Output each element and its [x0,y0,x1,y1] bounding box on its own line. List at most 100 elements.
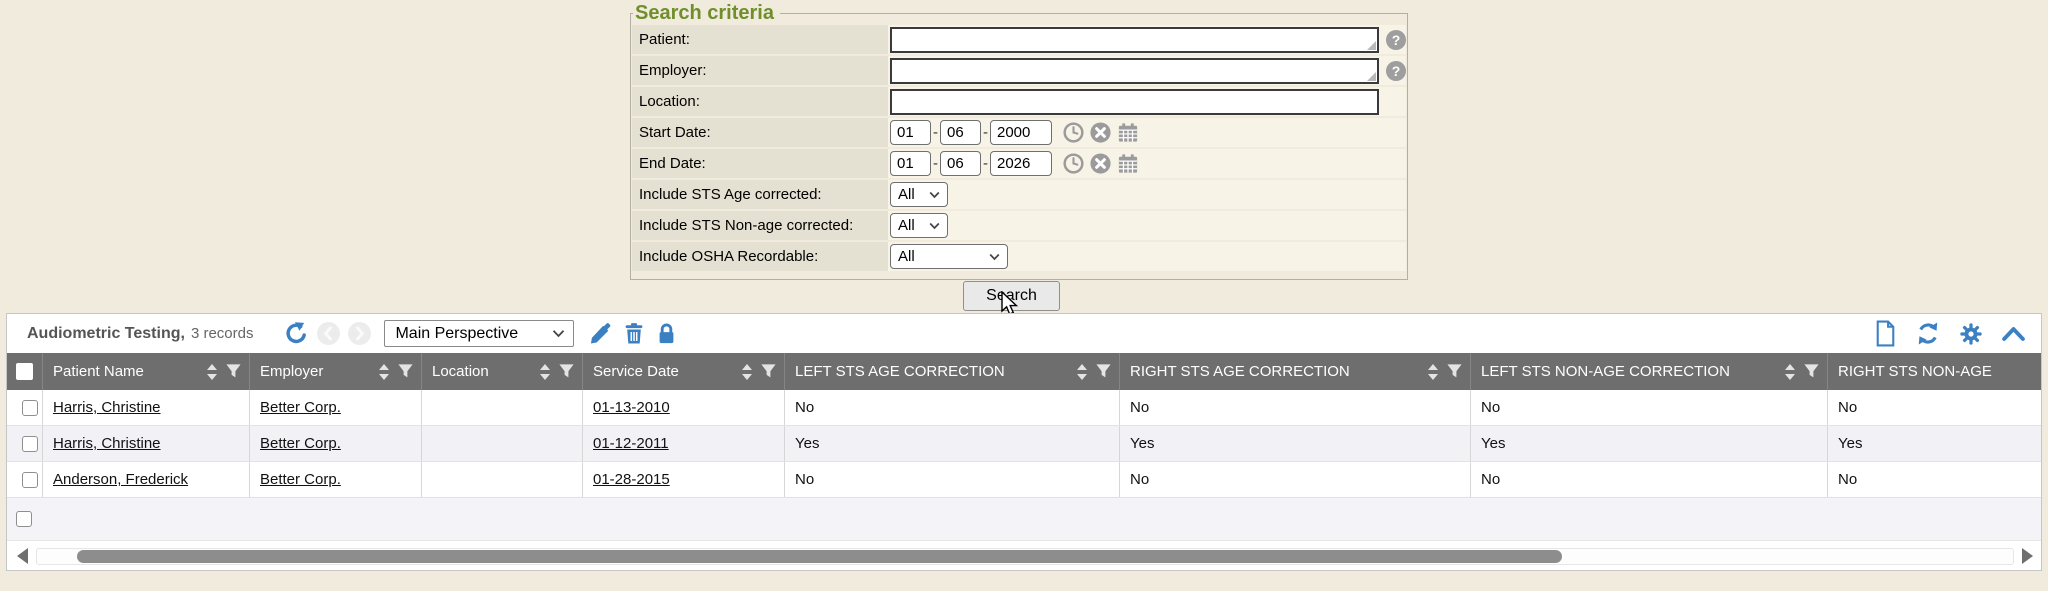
settings-gear-icon[interactable] [1958,321,1984,347]
lock-icon[interactable] [655,321,678,346]
patient-help-icon[interactable]: ? [1386,29,1406,50]
column-header-right-sts-age[interactable]: RIGHT STS AGE CORRECTION [1119,353,1470,390]
sort-icon[interactable] [1425,363,1441,381]
collapse-chevron-up-icon[interactable] [2000,323,2027,345]
search-criteria-legend: Search criteria [635,2,774,24]
patient-label: Patient: [632,25,888,54]
patient-link[interactable]: Anderson, Frederick [53,471,189,488]
chevron-down-icon [552,329,565,338]
end-month-input[interactable] [890,151,931,176]
filter-icon[interactable] [1803,363,1820,380]
start-year-input[interactable] [990,120,1052,145]
table-row: Anderson, Frederick Better Corp. 01-28-2… [7,462,2041,498]
filter-icon[interactable] [1095,363,1112,380]
row-checkbox[interactable] [21,435,38,452]
column-header-employer[interactable]: Employer [249,353,421,390]
service-date-link[interactable]: 01-28-2015 [593,471,670,488]
employer-link[interactable]: Better Corp. [260,435,341,452]
search-criteria-section: Search criteria Patient: ? Employer: ? [630,2,1408,315]
footer-checkbox[interactable] [16,511,32,527]
location-input[interactable] [890,88,1379,115]
horizontal-scrollbar [7,541,2041,571]
location-label: Location: [632,87,888,116]
sts-age-select[interactable]: All [890,182,948,207]
perspective-select-value: Main Perspective [395,324,519,342]
sort-icon[interactable] [739,363,755,381]
column-header-left-sts-nonage[interactable]: LEFT STS NON-AGE CORRECTION [1470,353,1827,390]
sort-icon[interactable] [1074,363,1090,381]
scroll-right-arrow[interactable] [2022,548,2033,564]
employer-help-icon[interactable]: ? [1386,60,1406,81]
form-row-end-date: End Date: - - [632,149,1406,178]
employer-input[interactable] [890,57,1379,84]
sts-nonage-select[interactable]: All [890,213,948,238]
edit-pencil-icon[interactable] [588,321,613,346]
column-header-service-date[interactable]: Service Date [582,353,784,390]
service-date-link[interactable]: 01-12-2011 [593,435,669,452]
right-sts-nonage-cell: No [1838,471,1858,488]
sort-icon[interactable] [204,363,220,381]
filter-icon[interactable] [397,363,414,380]
patient-input[interactable] [890,26,1379,53]
right-sts-age-cell: No [1130,399,1150,416]
date-separator: - [983,124,988,141]
start-date-calendar-icon[interactable] [1116,121,1140,144]
patient-link[interactable]: Harris, Christine [53,399,161,416]
start-date-clock-icon[interactable] [1062,121,1085,144]
employer-link[interactable]: Better Corp. [260,471,341,488]
end-date-calendar-icon[interactable] [1116,152,1140,175]
start-month-input[interactable] [890,120,931,145]
new-document-icon[interactable] [1873,320,1898,347]
column-header-patient-name[interactable]: Patient Name [42,353,249,390]
sts-age-select-value: All [898,186,915,203]
chevron-down-icon [919,222,940,230]
sts-nonage-label: Include STS Non-age corrected: [632,211,888,240]
autocomplete-corner-icon [1367,40,1376,50]
end-year-input[interactable] [990,151,1052,176]
select-all-checkbox[interactable] [16,363,33,380]
left-sts-age-cell: No [795,471,815,488]
service-date-link[interactable]: 01-13-2010 [593,399,670,416]
undo-icon[interactable] [283,320,310,347]
form-row-start-date: Start Date: - - [632,118,1406,147]
scrollbar-track[interactable] [36,547,2014,565]
column-header-location[interactable]: Location [421,353,582,390]
left-sts-nonage-cell: No [1481,399,1501,416]
row-checkbox[interactable] [21,399,38,416]
filter-icon[interactable] [1446,363,1463,380]
row-checkbox[interactable] [21,471,38,488]
end-date-clock-icon[interactable] [1062,152,1085,175]
patient-link[interactable]: Harris, Christine [53,435,161,452]
sort-icon[interactable] [537,363,553,381]
perspective-select[interactable]: Main Perspective [384,320,575,347]
sort-icon[interactable] [376,363,392,381]
end-date-clear-icon[interactable] [1089,152,1112,175]
osha-select[interactable]: All [890,244,1008,269]
filter-icon[interactable] [558,363,575,380]
next-icon[interactable] [347,321,372,346]
left-sts-age-cell: Yes [795,435,820,452]
left-sts-nonage-cell: Yes [1481,435,1506,452]
table-row: Harris, Christine Better Corp. 01-13-201… [7,390,2041,426]
scrollbar-thumb[interactable] [77,549,1562,563]
delete-trash-icon[interactable] [622,321,646,346]
autocomplete-corner-icon [1367,71,1376,81]
sts-age-label: Include STS Age corrected: [632,180,888,209]
previous-icon[interactable] [316,321,341,346]
form-row-location: Location: [632,87,1406,116]
end-day-input[interactable] [940,151,981,176]
left-sts-nonage-cell: No [1481,471,1501,488]
filter-icon[interactable] [225,363,242,380]
refresh-icon[interactable] [1914,320,1942,347]
filter-icon[interactable] [760,363,777,380]
sort-icon[interactable] [1782,363,1798,381]
scroll-left-arrow[interactable] [17,548,28,564]
start-date-clear-icon[interactable] [1089,121,1112,144]
search-criteria-fieldset: Search criteria Patient: ? Employer: ? [630,2,1408,280]
column-header-right-sts-nonage[interactable]: RIGHT STS NON-AGE [1827,353,2041,390]
column-header-left-sts-age[interactable]: LEFT STS AGE CORRECTION [784,353,1119,390]
employer-label: Employer: [632,56,888,85]
start-day-input[interactable] [940,120,981,145]
chevron-down-icon [979,253,1000,261]
employer-link[interactable]: Better Corp. [260,399,341,416]
